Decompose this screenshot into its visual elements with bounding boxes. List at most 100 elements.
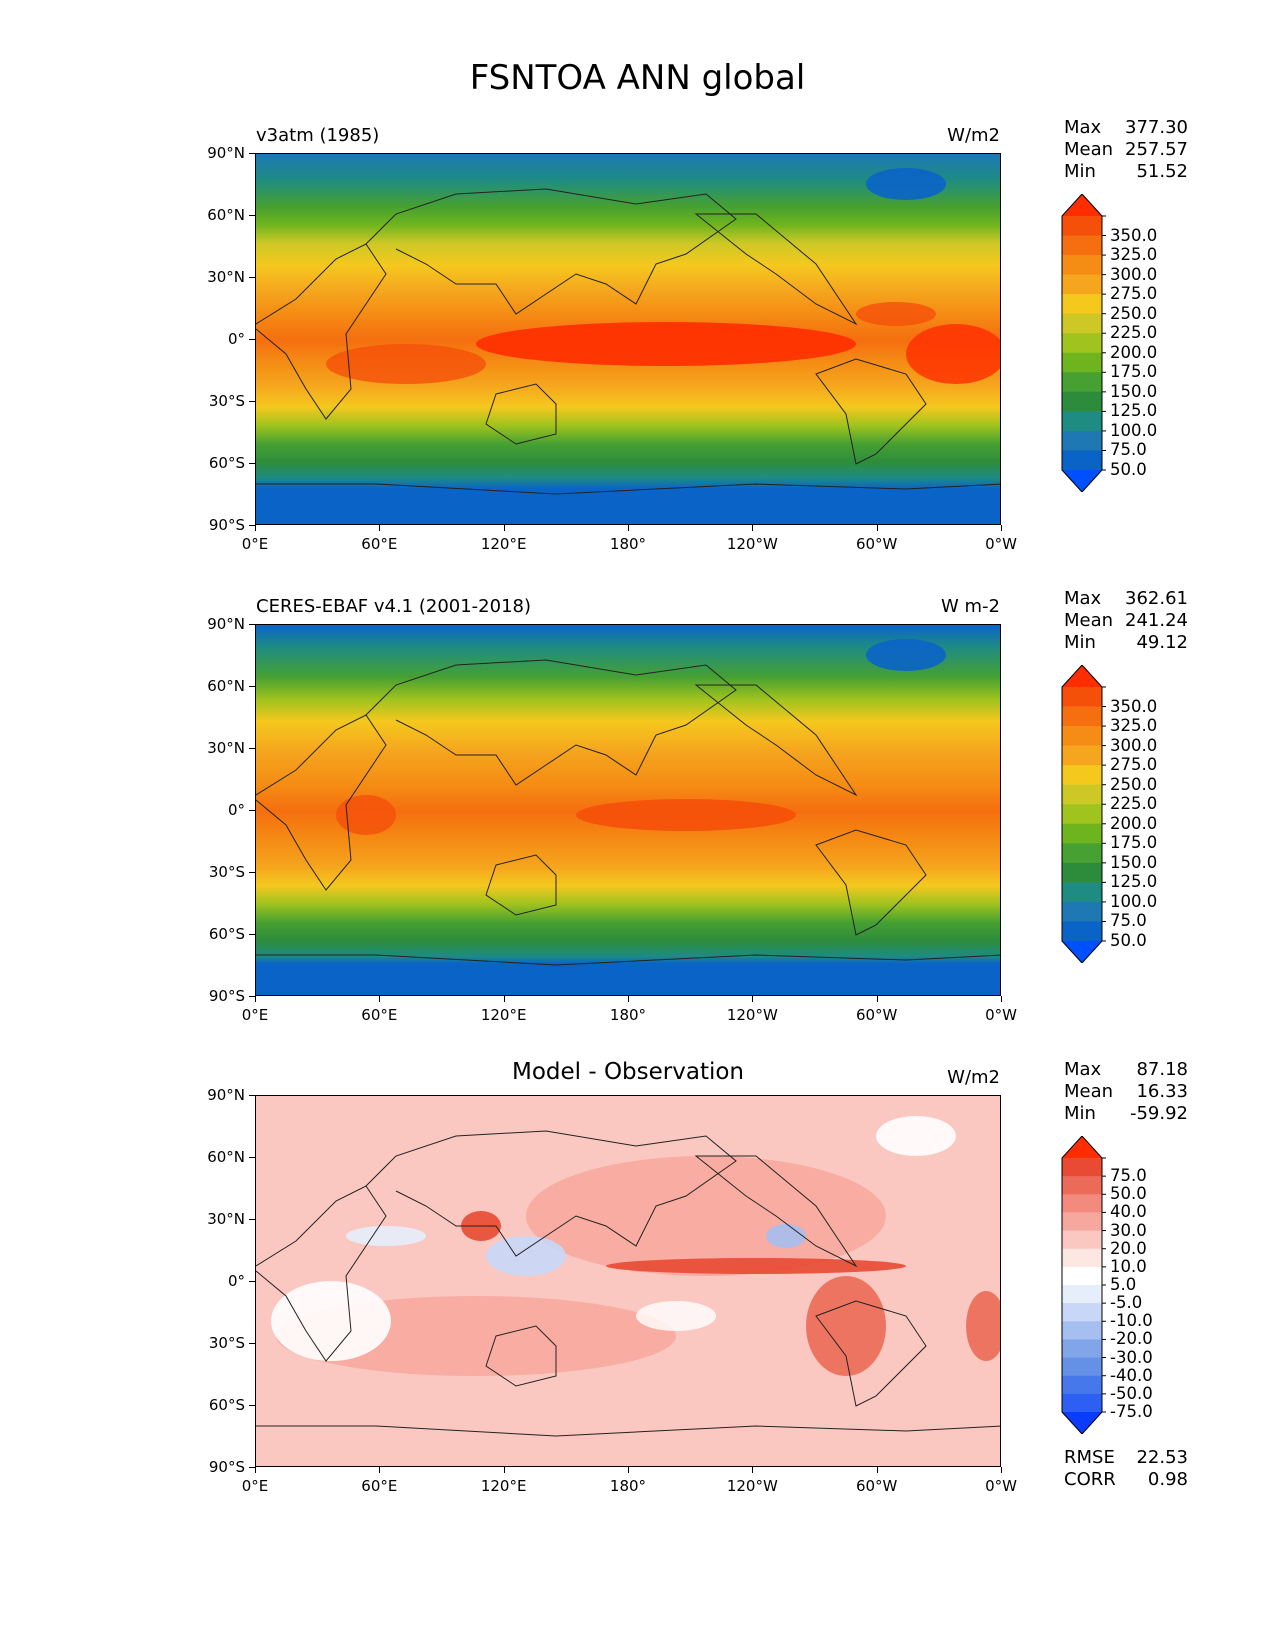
lat-tick-label: 30°S	[208, 863, 245, 881]
lon-tick-label: 60°W	[855, 1477, 898, 1495]
colorbar-segment	[1062, 745, 1102, 766]
colorbar-segment	[1062, 843, 1102, 864]
lat-tick	[249, 810, 255, 811]
colorbar-segment	[1062, 823, 1102, 844]
lon-tick	[1001, 996, 1002, 1002]
stats-model: Max 377.30 Mean 257.57 Min 51.52	[1064, 117, 1188, 182]
colorbar-segment	[1062, 313, 1102, 334]
lon-tick	[379, 996, 381, 1002]
lon-tick	[752, 525, 754, 531]
lon-tick-label: 180°	[609, 535, 647, 553]
lon-tick-label: 120°E	[480, 535, 527, 553]
colorbar-segment	[1062, 430, 1102, 451]
lat-tick-label: 60°N	[207, 677, 245, 695]
lon-tick-label: 0°E	[241, 535, 269, 553]
lat-tick	[249, 1343, 255, 1344]
lat-tick	[249, 463, 255, 464]
colorbar-tick-label: -40.0	[1110, 1365, 1153, 1385]
colorbar-tick-label: 150.0	[1110, 852, 1158, 872]
lat-tick-label: 30°N	[207, 739, 245, 757]
lat-tick-label: 90°S	[208, 516, 245, 534]
colorbar-extend-max	[1062, 665, 1102, 687]
lon-tick	[628, 996, 629, 1002]
colorbar-tick-label: 250.0	[1110, 303, 1158, 323]
colorbar-tick-label: 75.0	[1110, 440, 1147, 460]
lon-tick-label: 120°E	[480, 1477, 527, 1495]
colorbar-extend-max	[1062, 1136, 1102, 1158]
lat-tick	[249, 339, 255, 340]
lat-tick	[249, 1405, 255, 1406]
colorbar-segment	[1062, 901, 1102, 922]
colorbar-observation	[1061, 665, 1106, 963]
colorbar-segment	[1062, 862, 1102, 883]
colorbar-segment	[1062, 784, 1102, 805]
colorbar-tick-label: 5.0	[1110, 1275, 1137, 1294]
lat-tick-label: 90°N	[207, 144, 245, 162]
colorbar-tick-label: -10.0	[1110, 1311, 1153, 1331]
colorbar-tick-label: 50.0	[1110, 931, 1147, 950]
colorbar-tick-label: 125.0	[1110, 401, 1158, 421]
colorbar-segment	[1062, 1393, 1102, 1413]
lon-tick	[503, 1467, 505, 1473]
lat-tick	[249, 1467, 255, 1468]
colorbar-tick-label: 250.0	[1110, 774, 1158, 794]
lon-tick	[503, 525, 505, 531]
colorbar-segment	[1062, 1375, 1102, 1395]
colorbar-segment	[1062, 882, 1102, 903]
colorbar-tick-label: 200.0	[1110, 813, 1158, 833]
lat-tick	[249, 686, 255, 687]
colorbar-model	[1061, 194, 1106, 492]
colorbar-tick-label: 225.0	[1110, 794, 1158, 814]
colorbar-tick-label: 100.0	[1110, 420, 1158, 440]
lat-tick-label: 0°	[227, 330, 245, 348]
colorbar-segment	[1062, 255, 1102, 276]
figure-title: FSNTOA ANN global	[469, 58, 806, 98]
colorbar-segment	[1062, 1230, 1102, 1250]
lon-tick	[752, 996, 754, 1002]
map-difference	[255, 1095, 1001, 1467]
colorbar-tick-label: 75.0	[1110, 1166, 1147, 1186]
lat-tick	[249, 1157, 255, 1158]
lat-tick-label: 90°N	[207, 615, 245, 633]
lon-tick-label: 0°W	[985, 1477, 1017, 1495]
colorbar-segment	[1062, 235, 1102, 256]
lon-tick	[255, 525, 256, 531]
units-label: W/m2	[947, 125, 1000, 146]
colorbar-segment	[1062, 1266, 1102, 1286]
colorbar-tick-label: -30.0	[1110, 1347, 1153, 1367]
colorbar-segment	[1062, 391, 1102, 412]
colorbar-tick-label: -5.0	[1110, 1293, 1143, 1313]
lon-tick-label: 60°E	[361, 1006, 398, 1024]
colorbar-segment	[1062, 1321, 1102, 1340]
colorbar-segment	[1062, 706, 1102, 727]
colorbar-tick-label: 350.0	[1110, 225, 1158, 245]
lon-tick-label: 60°E	[361, 535, 398, 553]
lon-tick-label: 0°E	[241, 1006, 269, 1024]
lat-tick	[249, 1281, 255, 1282]
colorbar-tick-label: 300.0	[1110, 264, 1158, 284]
lat-tick-label: 60°S	[208, 925, 245, 943]
colorbar-segment	[1062, 333, 1102, 354]
colorbar-tick-label: 275.0	[1110, 755, 1158, 775]
colorbar-tick-label: -50.0	[1110, 1383, 1153, 1403]
colorbar-segment	[1062, 372, 1102, 393]
lat-tick	[249, 934, 255, 935]
colorbar-segment	[1062, 1357, 1102, 1377]
colorbar-tick-label: 325.0	[1110, 716, 1158, 736]
lon-tick	[752, 1467, 754, 1473]
lat-tick-label: 90°S	[208, 987, 245, 1005]
colorbar-tick-label: 300.0	[1110, 735, 1158, 755]
colorbar-segment	[1062, 1212, 1102, 1232]
lon-tick	[876, 1467, 878, 1473]
colorbar-segment	[1062, 450, 1102, 471]
lon-tick	[255, 1467, 256, 1473]
lon-tick-label: 0°E	[241, 1477, 269, 1495]
colorbar-tick-label: 100.0	[1110, 891, 1158, 911]
lat-tick-label: 30°S	[208, 1334, 245, 1352]
colorbar-tick-label: -75.0	[1110, 1402, 1153, 1421]
units-label: W m-2	[940, 596, 1000, 617]
lat-tick	[249, 401, 255, 402]
lat-tick	[249, 872, 255, 873]
colorbar-extend-min	[1062, 941, 1102, 963]
lon-tick-label: 60°W	[855, 1006, 898, 1024]
